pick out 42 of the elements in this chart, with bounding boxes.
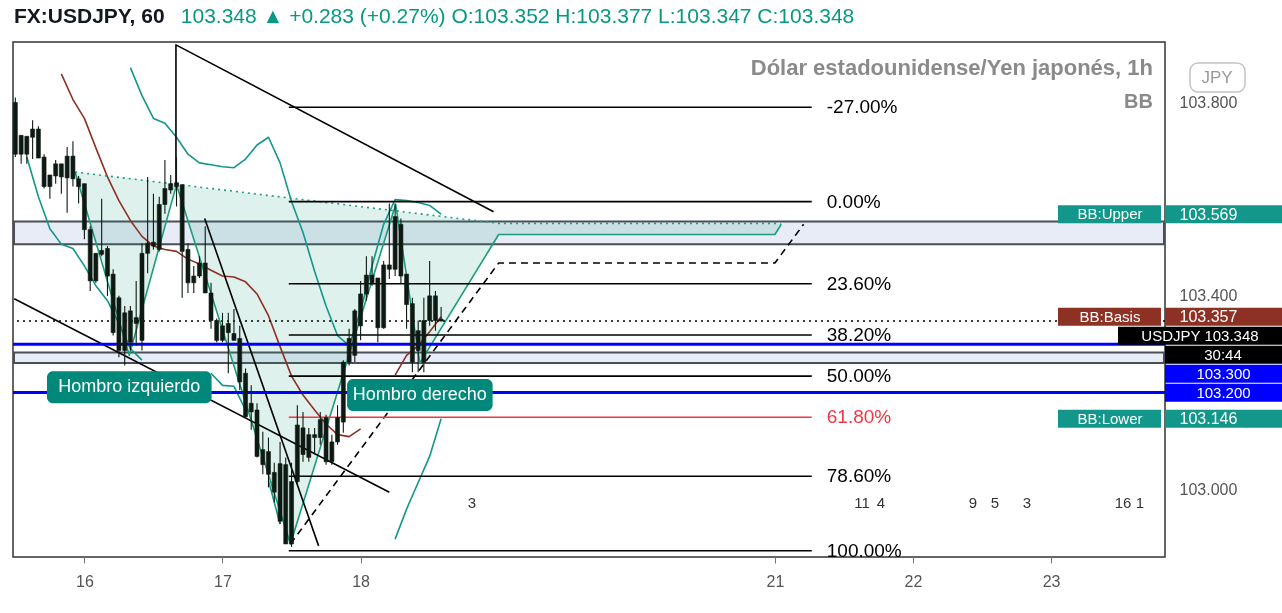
series-label: 100.00% [826, 539, 902, 561]
text: Dólar estadounidense/Yen japonés, 1h [750, 55, 1153, 80]
ref-line-label: 103.200 [1196, 383, 1251, 401]
annotation: Hombro izquierdo [58, 376, 201, 397]
text: BB:Basis [1079, 307, 1141, 325]
series-label: 61.80% [826, 406, 892, 428]
series-label: -27.00% [826, 96, 898, 118]
y-tick-label: 103.000 [1179, 480, 1238, 498]
x-tick-label: 16 [76, 572, 94, 590]
x-tick-label: 23 [1042, 572, 1061, 590]
ref-line-label: 103.300 [1196, 364, 1251, 382]
annotation: 5 [990, 494, 1000, 511]
x-tick-label: 17 [214, 572, 232, 590]
text: BB:Lower [1077, 409, 1143, 427]
y-tick-label: 103.800 [1179, 93, 1238, 111]
annotation: 3 [1022, 494, 1032, 511]
y-tick-label: 103.146 [1179, 410, 1238, 428]
text: BB:Upper [1077, 205, 1143, 223]
x-tick-label: 21 [766, 572, 785, 590]
series-label: 38.20% [826, 324, 892, 346]
series-label: 78.60% [826, 465, 892, 487]
annotation: 9 [968, 494, 978, 511]
text: 103.348 ▲ +0.283 (+0.27%) O:103.352 H:103.377 L:103.347 C:103.348 [180, 4, 855, 27]
y-tick-label: 103.357 [1179, 308, 1238, 326]
annotation: 1 [1135, 494, 1145, 511]
annotation: 16 [1114, 494, 1132, 511]
annotation: BB [1124, 90, 1153, 112]
series-label: 23.60% [826, 272, 892, 294]
x-tick-label: 22 [904, 572, 923, 590]
annotation: 11 [854, 494, 870, 511]
text: 30:44 [1204, 345, 1242, 363]
series-label: 50.00% [826, 365, 892, 387]
y-tick-label: 103.569 [1179, 205, 1238, 223]
ref-line-label: USDJPY 103.348 [1141, 326, 1259, 344]
y-tick-label: 103.400 [1179, 287, 1238, 305]
chart-title: FX:USDJPY, 60 [14, 4, 165, 27]
series-label: 0.00% [826, 190, 881, 212]
annotation: Hombro derecho [352, 384, 487, 405]
text: JPY [1201, 68, 1233, 87]
annotation: 3 [467, 494, 477, 511]
annotation: 4 [876, 494, 886, 511]
x-tick-label: 18 [352, 572, 371, 590]
